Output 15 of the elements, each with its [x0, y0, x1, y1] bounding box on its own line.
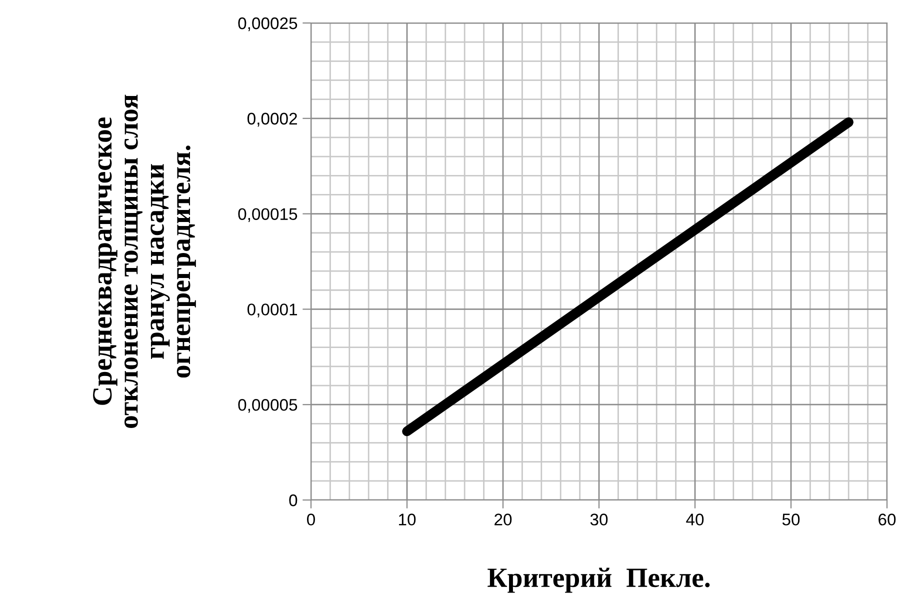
x-tick-label: 0 [307, 514, 315, 526]
x-tick-label: 40 [686, 514, 704, 526]
y-tick-label: 0 [289, 494, 298, 506]
x-tick-label: 30 [590, 514, 608, 526]
y-tick-label: 0,0002 [247, 112, 297, 127]
x-tick-label: 10 [399, 514, 416, 526]
y-tick-label: 0,00015 [238, 208, 298, 222]
y-tick-label: 0,00025 [238, 17, 298, 32]
x-axis-title: Критерий Пекле. [488, 568, 710, 593]
y-tick-label: 0,0001 [247, 304, 297, 318]
y-axis-title: Среднеквадратическое отклонение толщины слоя гранул насадки огнепреградителя. [93, 94, 196, 428]
y-tick-label: 0,00005 [238, 399, 298, 413]
x-tick-label: 60 [878, 514, 896, 526]
x-tick-label: 20 [494, 514, 512, 526]
x-tick-label: 50 [782, 514, 800, 526]
